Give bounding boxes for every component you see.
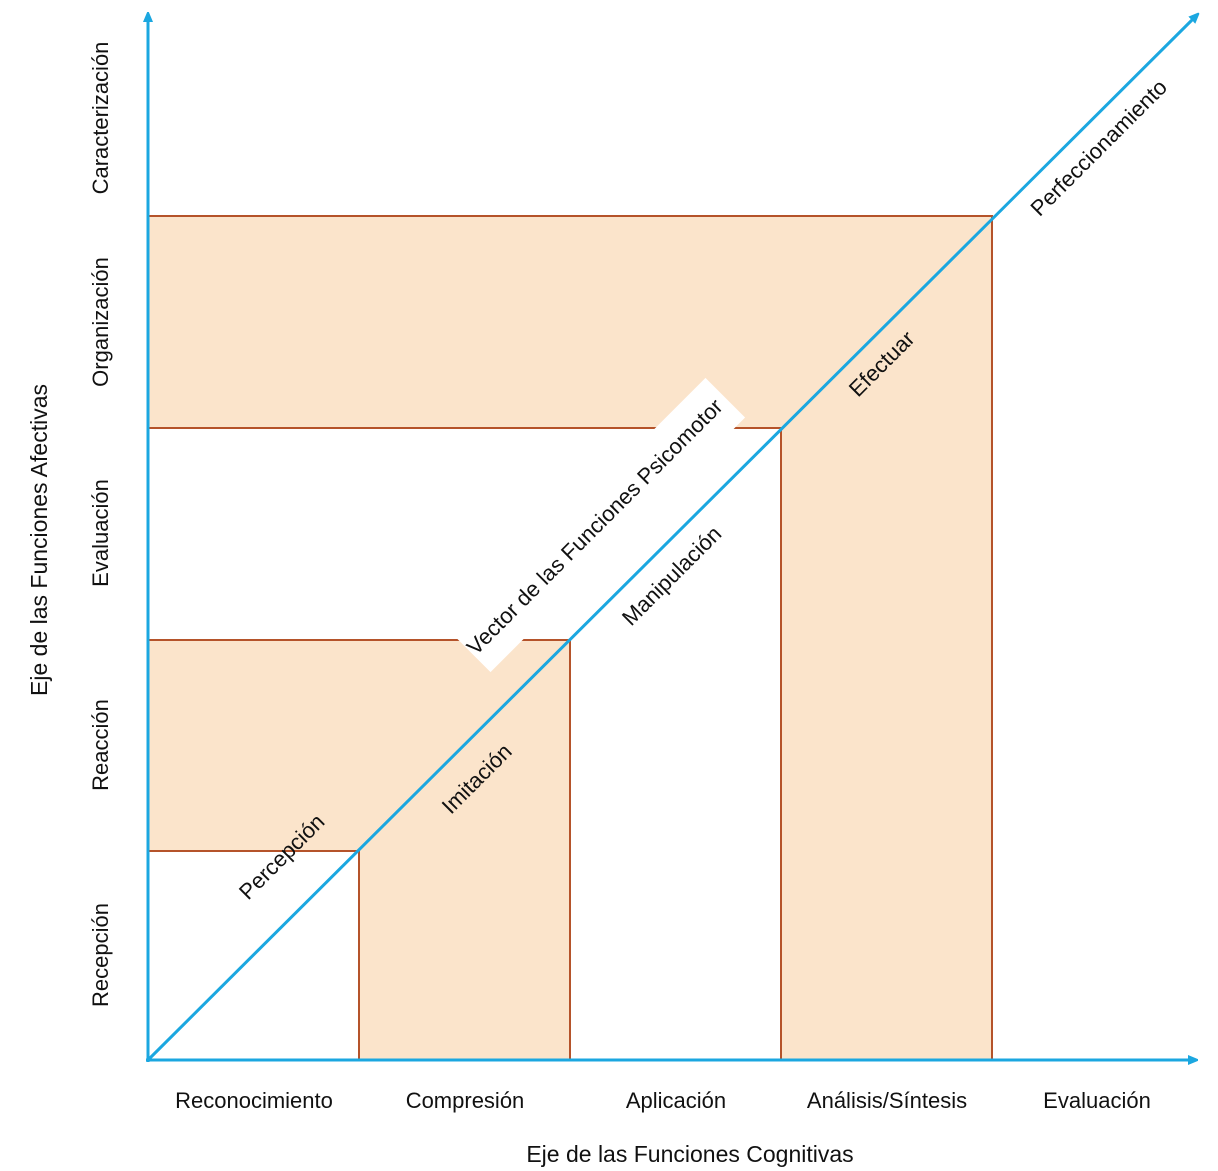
y-axis-title: Eje de las Funciones Afectivas [26,384,52,696]
efectuar-boundary [148,215,993,1060]
x-axis-categories: Reconocimiento Compresión Aplicación Aná… [175,1088,1151,1113]
y-category-label: Caracterización [88,42,113,195]
y-axis-categories: Recepción Reacción Evaluación Organizaci… [88,42,113,1007]
y-category-label: Reacción [88,699,113,791]
vector-title: Vector de las Funciones Psicomotor [462,394,728,660]
x-category-label: Compresión [406,1088,525,1113]
x-axis-title: Eje de las Funciones Cognitivas [526,1141,853,1167]
vector-title-callout [450,377,746,673]
y-category-label: Organización [88,257,113,387]
psychomotor-vector-line [146,16,1196,1062]
x-category-label: Aplicación [626,1088,726,1113]
x-category-label: Reconocimiento [175,1088,333,1113]
x-category-label: Evaluación [1043,1088,1151,1113]
y-category-label: Recepción [88,903,113,1007]
y-category-label: Evaluación [88,479,113,587]
x-category-label: Análisis/Síntesis [807,1088,967,1113]
axes [146,16,1196,1062]
stage-label: Perfeccionamiento [1025,74,1172,221]
